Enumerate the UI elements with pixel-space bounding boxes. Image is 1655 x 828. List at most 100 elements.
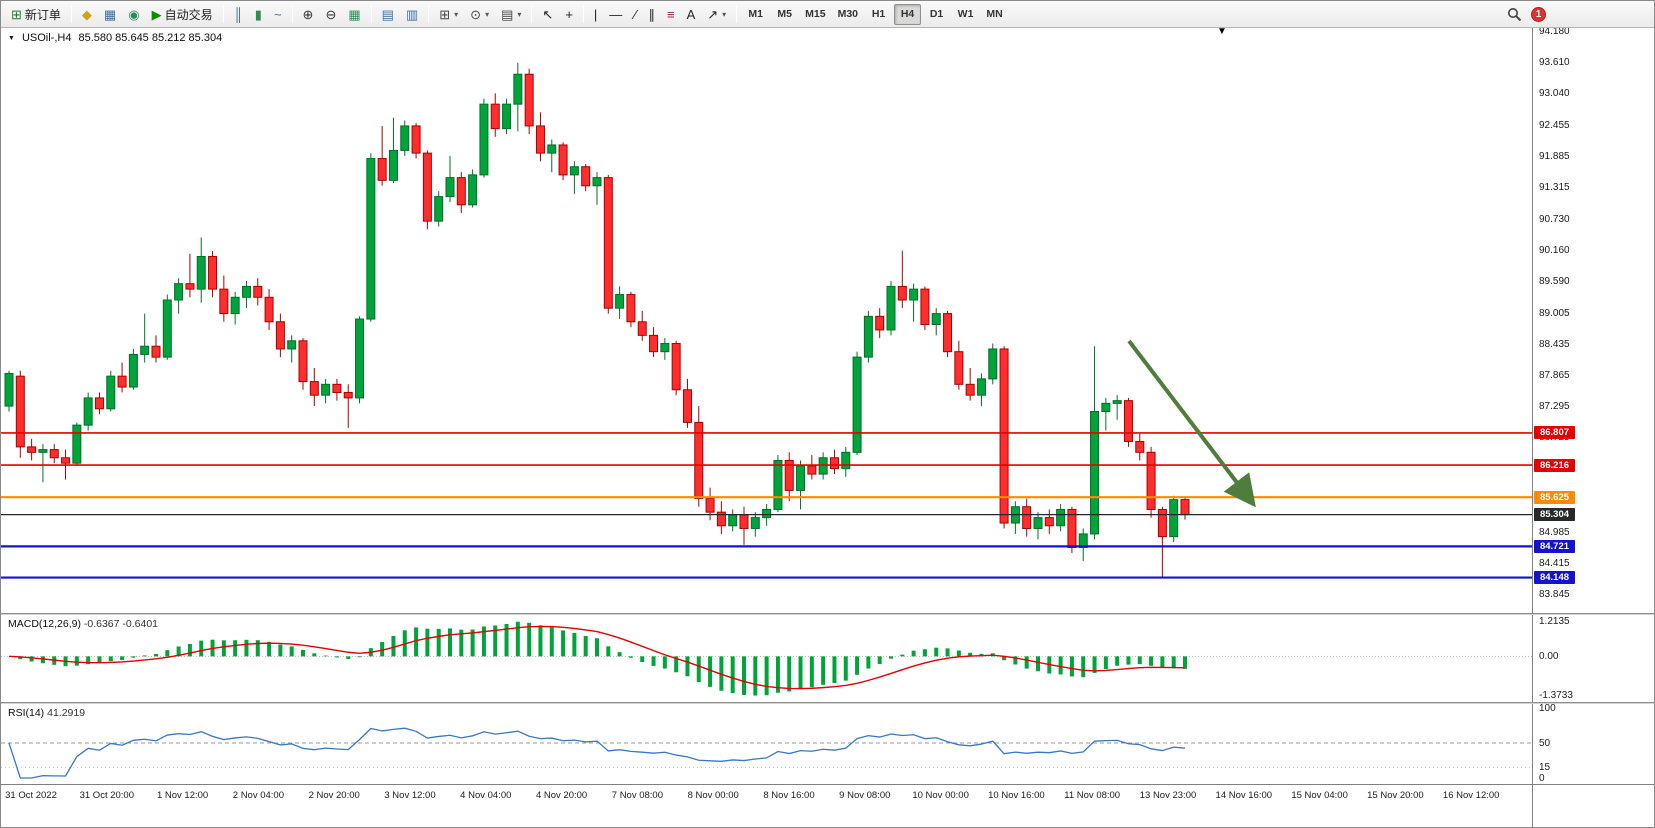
- rsi-axis-label: 0: [1539, 772, 1545, 784]
- price-axis-label: 83.845: [1539, 588, 1570, 600]
- time-axis-label: 31 Oct 2022: [5, 790, 57, 801]
- time-axis-label: 10 Nov 16:00: [988, 790, 1045, 801]
- zoom-in-button[interactable]: ⊕: [298, 4, 319, 25]
- auto-trading-button-label: 自动交易: [164, 7, 213, 22]
- symbol-menu-icon[interactable]: ▼: [8, 34, 15, 42]
- crosshair-button[interactable]: +: [560, 4, 578, 25]
- zoom-out-button[interactable]: ⊖: [320, 4, 341, 25]
- price-axis-label: 93.040: [1539, 88, 1570, 100]
- new-order-button[interactable]: ⊞ 新订单: [6, 4, 66, 25]
- time-axis-label: 8 Nov 16:00: [763, 790, 815, 801]
- price-line-badge: 86.807: [1534, 426, 1575, 440]
- zoom-out-icon: ⊖: [325, 6, 337, 22]
- time-axis-label: 31 Oct 20:00: [79, 790, 134, 801]
- price-axis-label: 89.005: [1539, 307, 1570, 319]
- clock-icon: ⊙: [470, 6, 482, 22]
- new-chart-button[interactable]: ⊞ ▾: [434, 4, 463, 25]
- cascade-windows-button[interactable]: ▥: [401, 4, 423, 25]
- search-icon[interactable]: [1507, 7, 1522, 22]
- line-chart-icon: ~: [273, 6, 282, 22]
- time-axis-label: 11 Nov 08:00: [1064, 790, 1121, 801]
- price-axis-label: 87.295: [1539, 400, 1570, 412]
- template-icon: ▤: [501, 6, 514, 22]
- line-chart-button[interactable]: ~: [269, 4, 287, 25]
- price-chart-canvas[interactable]: [1, 28, 1532, 613]
- auto-trading-button[interactable]: ▶ 自动交易: [147, 4, 218, 25]
- macd-canvas[interactable]: [1, 615, 1532, 702]
- channel-icon: ∥: [648, 6, 655, 22]
- tile-horizontal-icon: ▤: [381, 6, 394, 22]
- chart-workspace: ▼ USOil-,H4 85.580 85.645 85.212 85.304 …: [1, 26, 1654, 827]
- price-axis-label: 84.415: [1539, 557, 1570, 569]
- new-order-icon: ⊞: [11, 6, 22, 22]
- trendline-button[interactable]: ∕: [629, 4, 641, 25]
- timeframe-h1[interactable]: H1: [871, 8, 886, 20]
- toolbar-separator: [531, 5, 533, 23]
- macd-axis-label: 0.00: [1539, 650, 1559, 662]
- vertical-line-icon: |: [593, 6, 598, 22]
- time-axis-label: 7 Nov 08:00: [611, 790, 664, 801]
- toolbar-separator: [428, 5, 430, 23]
- timeframe-m1[interactable]: M1: [748, 8, 763, 20]
- periods-button[interactable]: ⊙ ▾: [465, 4, 494, 25]
- toolbar-right: 1: [1507, 1, 1546, 28]
- cursor-icon: ↖: [542, 6, 554, 22]
- bar-chart-button[interactable]: ║: [229, 4, 248, 25]
- rsi-panel[interactable]: RSI(14) 41.2919: [1, 704, 1532, 784]
- time-axis-label: 15 Nov 04:00: [1291, 790, 1348, 801]
- channel-button[interactable]: ∥: [643, 4, 660, 25]
- vertical-line-button[interactable]: |: [589, 4, 602, 25]
- rsi-axis-label: 15: [1539, 762, 1551, 773]
- toolbar: ⊞ 新订单 ◆ ▦ ◉ ▶ 自动交易 ║ ▮ ~ ⊕ ⊖ ▦ ▤ ▥ ⊞ ▾ ⊙ ▾ ▤ ▾ ↖ + | ― ∕ ∥ ≡ A ↗ ▾ M1 M…: [1, 1, 1654, 28]
- price-axis-label: 87.865: [1539, 369, 1570, 381]
- timeframe-m15[interactable]: M15: [805, 8, 826, 20]
- text-icon: A: [686, 6, 696, 22]
- price-axis-label: 93.610: [1539, 57, 1570, 69]
- fibonacci-button[interactable]: ≡: [662, 4, 680, 25]
- horizontal-line-button[interactable]: ―: [604, 4, 627, 25]
- timeframe-mn[interactable]: MN: [986, 8, 1003, 20]
- panel-separator[interactable]: [1, 613, 1654, 615]
- price-line-badge: 84.148: [1534, 571, 1575, 585]
- time-axis[interactable]: 31 Oct 2022 31 Oct 20:00 1 Nov 12:00 2 Nov …: [1, 785, 1532, 827]
- rsi-canvas[interactable]: [1, 704, 1532, 784]
- price-axis[interactable]: 94.180 93.610 93.040 92.455 91.885 91.315 90.7…: [1532, 26, 1654, 827]
- chevron-down-icon: ▾: [722, 9, 727, 19]
- new-order-button-label: 新订单: [24, 7, 61, 22]
- crosshair-icon: +: [565, 6, 573, 22]
- toolbar-groups: ⊞ 新订单 ◆ ▦ ◉ ▶ 自动交易 ║ ▮ ~ ⊕ ⊖ ▦ ▤ ▥ ⊞ ▾ ⊙ ▾ ▤ ▾ ↖ + | ― ∕ ∥ ≡ A ↗ ▾: [5, 1, 732, 27]
- candles-icon: ▮: [254, 6, 262, 22]
- time-axis-label: 10 Nov 00:00: [912, 790, 969, 801]
- timeframe-m5[interactable]: M5: [777, 8, 792, 20]
- time-axis-label: 15 Nov 20:00: [1367, 790, 1424, 801]
- scroll-marker-icon[interactable]: ▼: [1217, 28, 1227, 37]
- timeframe-h4[interactable]: H4: [894, 3, 922, 25]
- community-icon: ◉: [128, 6, 140, 22]
- time-axis-label: 16 Nov 12:00: [1442, 790, 1500, 801]
- time-axis-border: [1, 784, 1654, 785]
- tile-windows-button[interactable]: ▤: [377, 4, 399, 25]
- time-axis-label: 1 Nov 12:00: [156, 790, 209, 801]
- candlestick-chart-button[interactable]: ▮: [250, 4, 267, 25]
- timeframe-d1[interactable]: D1: [929, 8, 944, 20]
- market-watch-button[interactable]: ◆: [77, 4, 97, 25]
- time-axis-label: 3 Nov 12:00: [384, 790, 436, 801]
- data-window-button[interactable]: ▦: [99, 4, 121, 25]
- templates-button[interactable]: ▤ ▾: [496, 4, 526, 25]
- community-button[interactable]: ◉: [123, 4, 144, 25]
- notification-badge[interactable]: 1: [1531, 7, 1546, 22]
- timeframe-m30[interactable]: M30: [837, 8, 859, 20]
- panel-separator[interactable]: [1, 702, 1654, 704]
- price-chart-panel[interactable]: ▼ USOil-,H4 85.580 85.645 85.212 85.304 …: [1, 28, 1532, 613]
- price-axis-label: 88.435: [1539, 338, 1570, 350]
- tile-vertical-icon: ▥: [405, 6, 419, 22]
- text-button[interactable]: A: [682, 4, 701, 25]
- timeframe-w1[interactable]: W1: [957, 8, 974, 20]
- cursor-button[interactable]: ↖: [537, 4, 558, 25]
- price-axis-label: 94.180: [1539, 26, 1570, 38]
- macd-label: MACD(12,26,9) -0.6367 -0.6401: [8, 618, 158, 630]
- grid-button[interactable]: ▦: [343, 4, 365, 25]
- macd-axis-label: -1.3733: [1539, 690, 1573, 702]
- shapes-button[interactable]: ↗ ▾: [702, 4, 731, 25]
- macd-panel[interactable]: MACD(12,26,9) -0.6367 -0.6401: [1, 615, 1532, 702]
